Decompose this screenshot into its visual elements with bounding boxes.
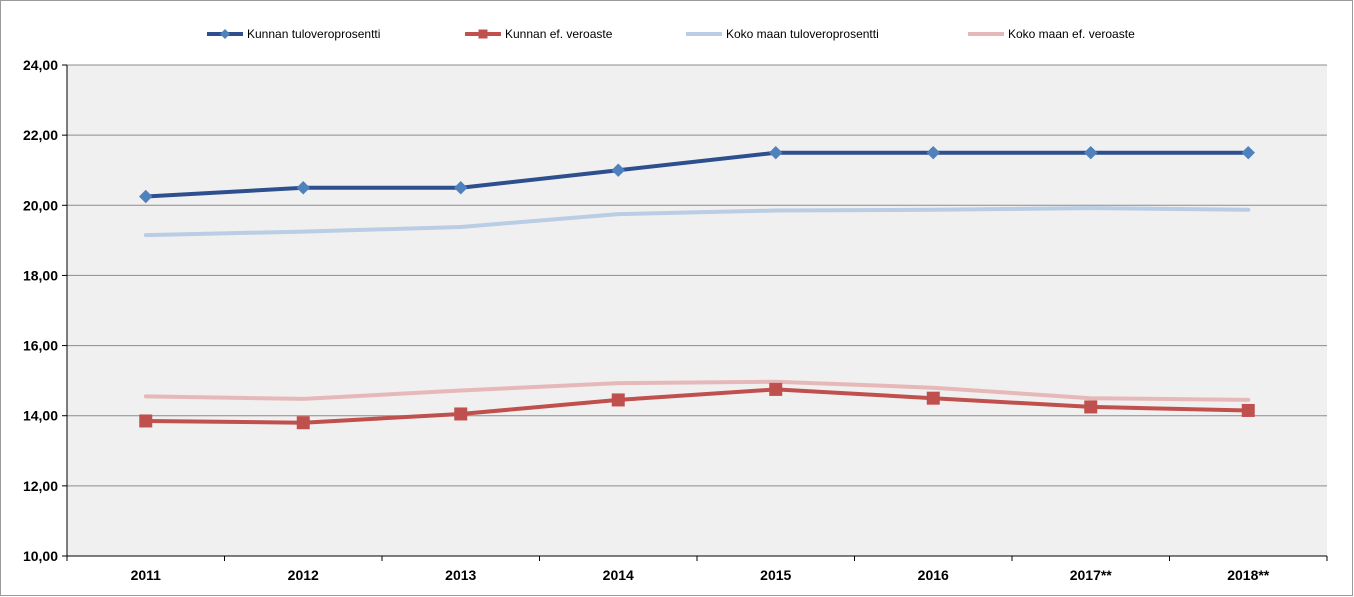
y-tick-label: 18,00 — [23, 267, 58, 283]
data-point-kunnan-tuloveroprosentti — [926, 145, 940, 160]
x-tick-label: 2011 — [131, 567, 162, 583]
x-tick-label: 2012 — [288, 567, 319, 583]
data-point-kunnan-tuloveroprosentti — [769, 145, 783, 160]
legend-marker — [220, 29, 230, 39]
legend: Kunnan tuloveroprosentti Kunnan ef. veroa… — [207, 27, 1135, 41]
data-point-kunnan-tuloveroprosentti — [1241, 145, 1255, 160]
legend-item-koko-maan-tuloveroprosentti: Koko maan tuloveroprosentti — [686, 27, 879, 41]
series-line-kunnan-tuloveroprosentti — [143, 150, 1251, 199]
data-point-kunnan-ef-veroaste — [926, 391, 940, 405]
x-tick-label: 2014 — [603, 567, 634, 583]
data-point-kunnan-tuloveroprosentti — [296, 181, 310, 195]
legend-item-kunnan-ef-veroaste: Kunnan ef. veroaste — [465, 27, 613, 41]
x-tick-label: 2016 — [918, 567, 949, 583]
plot-area: 10,00 12,00 14,00 16,00 18,00 20,00 22,00 24,00… — [23, 57, 1328, 583]
data-point-kunnan-tuloveroprosentti — [139, 189, 153, 204]
y-tick-label: 20,00 — [23, 197, 58, 213]
legend-label: Koko maan tuloveroprosentti — [726, 27, 879, 41]
data-point-kunnan-ef-veroaste — [769, 382, 783, 396]
y-tick-label: 16,00 — [23, 338, 58, 354]
legend-item-kunnan-tuloveroprosentti: Kunnan tuloveroprosentti — [207, 27, 380, 41]
legend-label: Kunnan ef. veroaste — [505, 27, 613, 41]
y-tick-label: 10,00 — [23, 548, 58, 564]
legend-label: Kunnan tuloveroprosentti — [247, 27, 380, 41]
data-point-kunnan-tuloveroprosentti — [454, 181, 468, 195]
y-tick-label: 14,00 — [23, 408, 58, 424]
data-point-kunnan-ef-veroaste — [139, 414, 153, 428]
x-tick-label: 2015 — [760, 567, 791, 583]
data-point-kunnan-ef-veroaste — [1241, 403, 1255, 417]
series-line-kunnan-ef-veroaste — [143, 387, 1251, 425]
series-line-koko-maan-ef-veroaste — [143, 379, 1251, 402]
data-point-kunnan-ef-veroaste — [611, 393, 625, 407]
x-tick-label: 2018** — [1227, 567, 1270, 583]
series-line-koko-maan-tuloveroprosentti — [143, 206, 1251, 238]
legend-marker — [478, 29, 488, 39]
x-tick-label: 2017** — [1070, 567, 1113, 583]
data-point-kunnan-tuloveroprosentti — [611, 163, 625, 177]
y-tick-label: 24,00 — [23, 57, 58, 73]
y-tick-label: 12,00 — [23, 478, 58, 494]
y-tick-label: 22,00 — [23, 127, 58, 143]
data-point-kunnan-ef-veroaste — [454, 407, 468, 421]
data-point-kunnan-ef-veroaste — [296, 416, 310, 430]
legend-item-koko-maan-ef-veroaste: Koko maan ef. veroaste — [968, 27, 1135, 41]
plot-background — [67, 65, 1327, 556]
legend-label: Koko maan ef. veroaste — [1008, 27, 1135, 41]
data-point-kunnan-ef-veroaste — [1084, 400, 1098, 414]
data-point-kunnan-tuloveroprosentti — [1084, 145, 1098, 160]
x-tick-label: 2013 — [445, 567, 476, 583]
